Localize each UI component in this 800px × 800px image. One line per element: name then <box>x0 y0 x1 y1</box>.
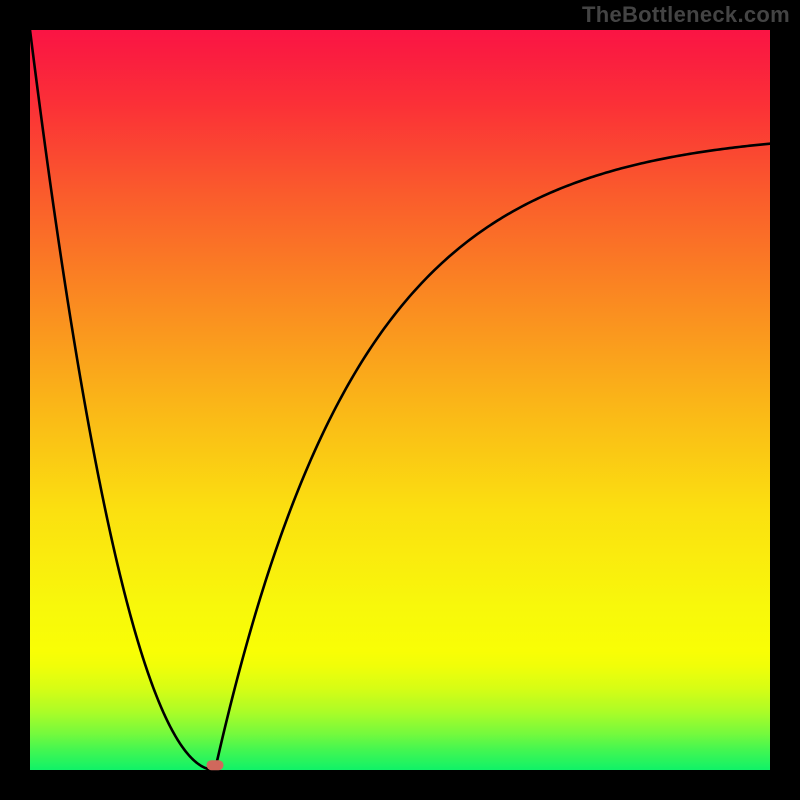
watermark-text: TheBottleneck.com <box>582 2 790 28</box>
plot-svg <box>0 0 800 800</box>
vertex-marker <box>207 760 224 770</box>
frame: TheBottleneck.com <box>0 0 800 800</box>
plot-background <box>30 30 770 770</box>
